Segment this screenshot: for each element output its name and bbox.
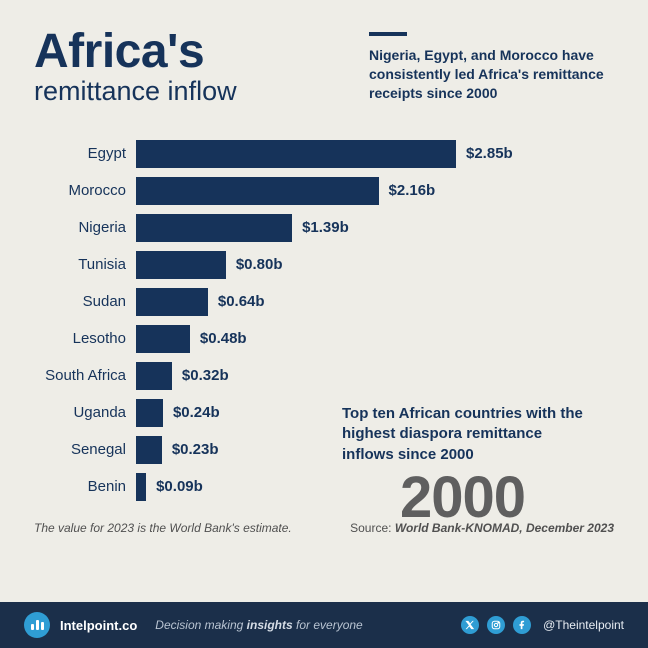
bar bbox=[136, 140, 456, 168]
country-label: Benin bbox=[34, 478, 136, 495]
infographic-container: Africa's remittance inflow Nigeria, Egyp… bbox=[0, 0, 648, 648]
bar bbox=[136, 399, 163, 427]
chart-row: Lesotho $0.48b bbox=[34, 320, 614, 357]
value-label: $0.80b bbox=[236, 256, 283, 273]
tagline-pre: Decision making bbox=[155, 618, 246, 632]
facebook-icon[interactable] bbox=[513, 616, 531, 634]
bar-area: $0.32b bbox=[136, 362, 614, 390]
bar bbox=[136, 436, 162, 464]
logo-bars-icon bbox=[31, 620, 44, 630]
country-label: Sudan bbox=[34, 293, 136, 310]
title-main: Africa's bbox=[34, 28, 237, 76]
chart-row: Nigeria $1.39b bbox=[34, 209, 614, 246]
bar-area: $1.39b bbox=[136, 214, 614, 242]
title-sub: remittance inflow bbox=[34, 76, 237, 107]
chart-row: Sudan $0.64b bbox=[34, 283, 614, 320]
value-label: $1.39b bbox=[302, 219, 349, 236]
social-icons: @Theintelpoint bbox=[461, 616, 624, 634]
bar bbox=[136, 325, 190, 353]
year-display: 2000 bbox=[400, 464, 525, 531]
social-handle: @Theintelpoint bbox=[543, 618, 624, 632]
bar-area: $0.64b bbox=[136, 288, 614, 316]
side-caption: Top ten African countries with the highe… bbox=[342, 404, 587, 465]
source-prefix: Source: bbox=[350, 521, 395, 535]
bar bbox=[136, 177, 379, 205]
chart-row: Benin $0.09b bbox=[34, 468, 614, 505]
logo-icon bbox=[24, 612, 50, 638]
country-label: Egypt bbox=[34, 145, 136, 162]
country-label: Morocco bbox=[34, 182, 136, 199]
tagline: Decision making insights for everyone bbox=[155, 618, 362, 632]
country-label: Uganda bbox=[34, 404, 136, 421]
chart-row: Tunisia $0.80b bbox=[34, 246, 614, 283]
value-label: $0.23b bbox=[172, 441, 219, 458]
x-icon[interactable] bbox=[461, 616, 479, 634]
bar-area: $2.16b bbox=[136, 177, 614, 205]
description-text: Nigeria, Egypt, and Morocco have consist… bbox=[369, 46, 614, 103]
tagline-post: for everyone bbox=[293, 618, 363, 632]
bar bbox=[136, 288, 208, 316]
value-label: $0.48b bbox=[200, 330, 247, 347]
description-block: Nigeria, Egypt, and Morocco have consist… bbox=[369, 28, 614, 103]
accent-line bbox=[369, 32, 407, 36]
value-label: $0.64b bbox=[218, 293, 265, 310]
bar-area: $0.48b bbox=[136, 325, 614, 353]
value-label: $2.16b bbox=[389, 182, 436, 199]
chart-row: Egypt $2.85b bbox=[34, 135, 614, 172]
bar bbox=[136, 214, 292, 242]
bar bbox=[136, 251, 226, 279]
country-label: Senegal bbox=[34, 441, 136, 458]
bar-area: $2.85b bbox=[136, 140, 614, 168]
country-label: Lesotho bbox=[34, 330, 136, 347]
country-label: South Africa bbox=[34, 367, 136, 384]
bar-area: $0.80b bbox=[136, 251, 614, 279]
footer-bar: Intelpoint.co Decision making insights f… bbox=[0, 602, 648, 648]
chart-row: South Africa $0.32b bbox=[34, 357, 614, 394]
bar-area: $0.09b bbox=[136, 473, 614, 501]
country-label: Tunisia bbox=[34, 256, 136, 273]
title-block: Africa's remittance inflow bbox=[34, 28, 237, 107]
tagline-bold: insights bbox=[247, 618, 293, 632]
instagram-icon[interactable] bbox=[487, 616, 505, 634]
value-label: $2.85b bbox=[466, 145, 513, 162]
value-label: $0.24b bbox=[173, 404, 220, 421]
value-label: $0.32b bbox=[182, 367, 229, 384]
bar bbox=[136, 362, 172, 390]
country-label: Nigeria bbox=[34, 219, 136, 236]
footnotes: The value for 2023 is the World Bank's e… bbox=[34, 521, 614, 535]
chart-row: Morocco $2.16b bbox=[34, 172, 614, 209]
footnote-estimate: The value for 2023 is the World Bank's e… bbox=[34, 521, 292, 535]
value-label: $0.09b bbox=[156, 478, 203, 495]
brand-name: Intelpoint.co bbox=[60, 618, 137, 633]
bar bbox=[136, 473, 146, 501]
header: Africa's remittance inflow Nigeria, Egyp… bbox=[34, 28, 614, 107]
